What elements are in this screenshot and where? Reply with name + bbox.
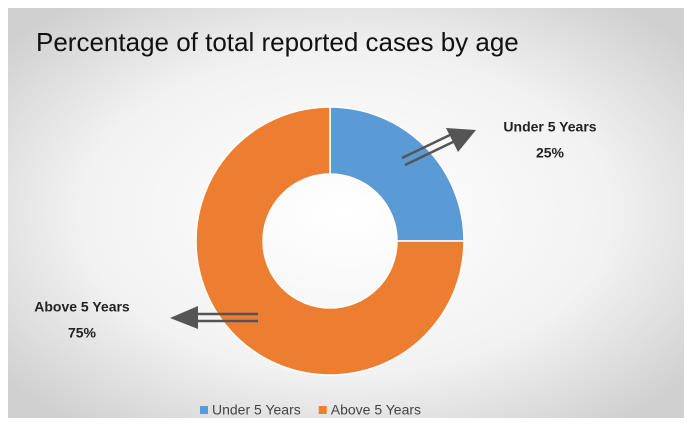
arrow-left	[170, 306, 258, 329]
arrow-right	[401, 128, 476, 167]
data-label-name: Under 5 Years	[503, 119, 596, 135]
legend-label: Above 5 Years	[331, 402, 421, 418]
chart-title: Percentage of total reported cases by ag…	[36, 27, 519, 57]
legend-label: Under 5 Years	[212, 402, 301, 418]
data-label-value: 75%	[68, 325, 97, 341]
slices	[195, 106, 465, 376]
data-label-value: 25%	[536, 145, 565, 161]
slice	[329, 106, 465, 242]
legend-swatch	[318, 406, 327, 414]
data-label-name: Above 5 Years	[34, 299, 130, 315]
legend: Under 5 Years Above 5 Years	[200, 402, 421, 418]
legend-swatch	[200, 406, 208, 414]
slice	[195, 106, 465, 376]
data-labels: Under 5 Years 25% Above 5 Years 75%	[34, 119, 597, 341]
